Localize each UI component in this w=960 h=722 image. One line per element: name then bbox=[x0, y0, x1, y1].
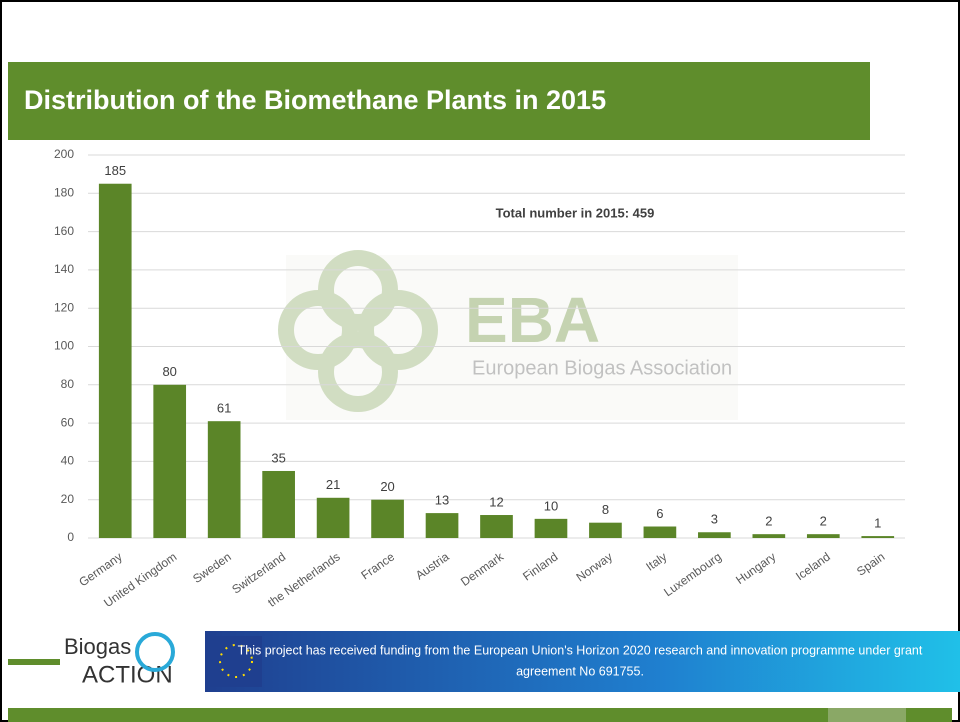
bar bbox=[207, 421, 241, 538]
data-label: 21 bbox=[326, 477, 340, 492]
bar bbox=[589, 522, 622, 538]
footer-logo-swirl bbox=[135, 632, 175, 672]
data-label: 80 bbox=[162, 364, 176, 379]
data-label: 185 bbox=[104, 163, 126, 178]
y-tick-label: 100 bbox=[54, 339, 74, 353]
y-tick-label: 60 bbox=[61, 415, 75, 429]
data-label: 20 bbox=[380, 479, 394, 494]
watermark-circle bbox=[318, 332, 398, 412]
y-tick-label: 140 bbox=[54, 262, 74, 276]
y-tick-label: 0 bbox=[67, 530, 74, 544]
watermark-circle bbox=[358, 290, 438, 370]
bar bbox=[643, 526, 677, 538]
watermark-logo: EBA bbox=[465, 284, 600, 356]
annotation: Total number in 2015: 459 bbox=[496, 205, 655, 220]
bar bbox=[371, 499, 404, 538]
footer-logo-top: Biogas bbox=[64, 634, 131, 659]
bar bbox=[806, 534, 840, 538]
data-label: 1 bbox=[874, 516, 881, 531]
bar bbox=[480, 515, 513, 538]
bottom-band bbox=[8, 708, 952, 722]
eu-flag bbox=[210, 636, 262, 687]
y-tick-label: 120 bbox=[54, 300, 74, 314]
data-label: 12 bbox=[489, 494, 503, 509]
bar bbox=[698, 532, 731, 538]
bar bbox=[153, 384, 187, 538]
data-label: 2 bbox=[765, 514, 772, 529]
funding-text: This project has received funding from t… bbox=[238, 643, 923, 657]
bar bbox=[262, 470, 295, 538]
bar bbox=[861, 536, 895, 538]
watermark: EBA European Biogas Association bbox=[278, 250, 738, 420]
watermark-text: European Biogas Association bbox=[472, 357, 732, 379]
data-label: 10 bbox=[544, 498, 558, 513]
data-label: 35 bbox=[271, 450, 285, 465]
data-label: 2 bbox=[820, 514, 827, 529]
data-label: 8 bbox=[602, 502, 609, 517]
footer-logo-bottom: ACTION bbox=[82, 661, 173, 688]
bar bbox=[98, 183, 132, 538]
bar bbox=[752, 534, 786, 538]
data-label: 6 bbox=[656, 506, 663, 521]
bar bbox=[534, 518, 568, 538]
bar bbox=[425, 513, 459, 538]
y-tick-label: 180 bbox=[54, 185, 74, 199]
y-tick-label: 20 bbox=[61, 492, 75, 506]
data-label: 3 bbox=[711, 512, 718, 527]
y-tick-label: 200 bbox=[54, 147, 74, 161]
y-tick-label: 40 bbox=[61, 454, 75, 468]
bottom-band-accent bbox=[828, 708, 906, 722]
eu-stars bbox=[219, 644, 253, 678]
watermark-circle bbox=[278, 290, 358, 370]
watermark-bg bbox=[286, 255, 738, 420]
y-tick-label: 80 bbox=[61, 377, 75, 391]
funding-text: agreement No 691755. bbox=[516, 664, 644, 678]
chart-title: Distribution of the Biomethane Plants in… bbox=[24, 85, 606, 115]
y-tick-label: 160 bbox=[54, 224, 74, 238]
title-band bbox=[8, 62, 870, 140]
bar bbox=[316, 497, 350, 538]
data-label: 61 bbox=[217, 401, 231, 416]
funding-banner bbox=[205, 631, 960, 692]
data-label: 13 bbox=[435, 493, 449, 508]
watermark-circle bbox=[318, 250, 398, 330]
